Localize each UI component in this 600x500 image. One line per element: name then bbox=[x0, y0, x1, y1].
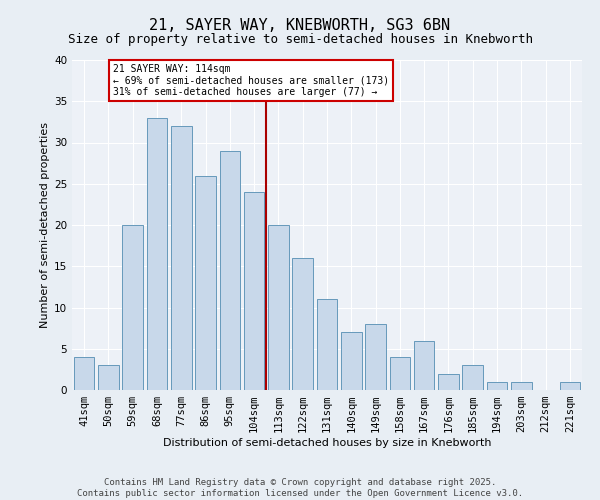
Bar bbox=[74, 357, 94, 390]
Bar bbox=[414, 340, 434, 390]
Bar bbox=[195, 176, 216, 390]
Bar bbox=[122, 225, 143, 390]
Bar bbox=[317, 299, 337, 390]
Bar bbox=[365, 324, 386, 390]
Bar bbox=[244, 192, 265, 390]
Text: Contains HM Land Registry data © Crown copyright and database right 2025.
Contai: Contains HM Land Registry data © Crown c… bbox=[77, 478, 523, 498]
Bar bbox=[463, 365, 483, 390]
Bar bbox=[438, 374, 459, 390]
X-axis label: Distribution of semi-detached houses by size in Knebworth: Distribution of semi-detached houses by … bbox=[163, 438, 491, 448]
Y-axis label: Number of semi-detached properties: Number of semi-detached properties bbox=[40, 122, 50, 328]
Bar bbox=[341, 332, 362, 390]
Bar bbox=[487, 382, 508, 390]
Text: 21, SAYER WAY, KNEBWORTH, SG3 6BN: 21, SAYER WAY, KNEBWORTH, SG3 6BN bbox=[149, 18, 451, 32]
Bar bbox=[98, 365, 119, 390]
Text: Size of property relative to semi-detached houses in Knebworth: Size of property relative to semi-detach… bbox=[67, 32, 533, 46]
Bar bbox=[171, 126, 191, 390]
Bar bbox=[511, 382, 532, 390]
Bar bbox=[292, 258, 313, 390]
Bar bbox=[560, 382, 580, 390]
Text: 21 SAYER WAY: 114sqm
← 69% of semi-detached houses are smaller (173)
31% of semi: 21 SAYER WAY: 114sqm ← 69% of semi-detac… bbox=[113, 64, 389, 98]
Bar bbox=[389, 357, 410, 390]
Bar bbox=[268, 225, 289, 390]
Bar bbox=[220, 151, 240, 390]
Bar bbox=[146, 118, 167, 390]
